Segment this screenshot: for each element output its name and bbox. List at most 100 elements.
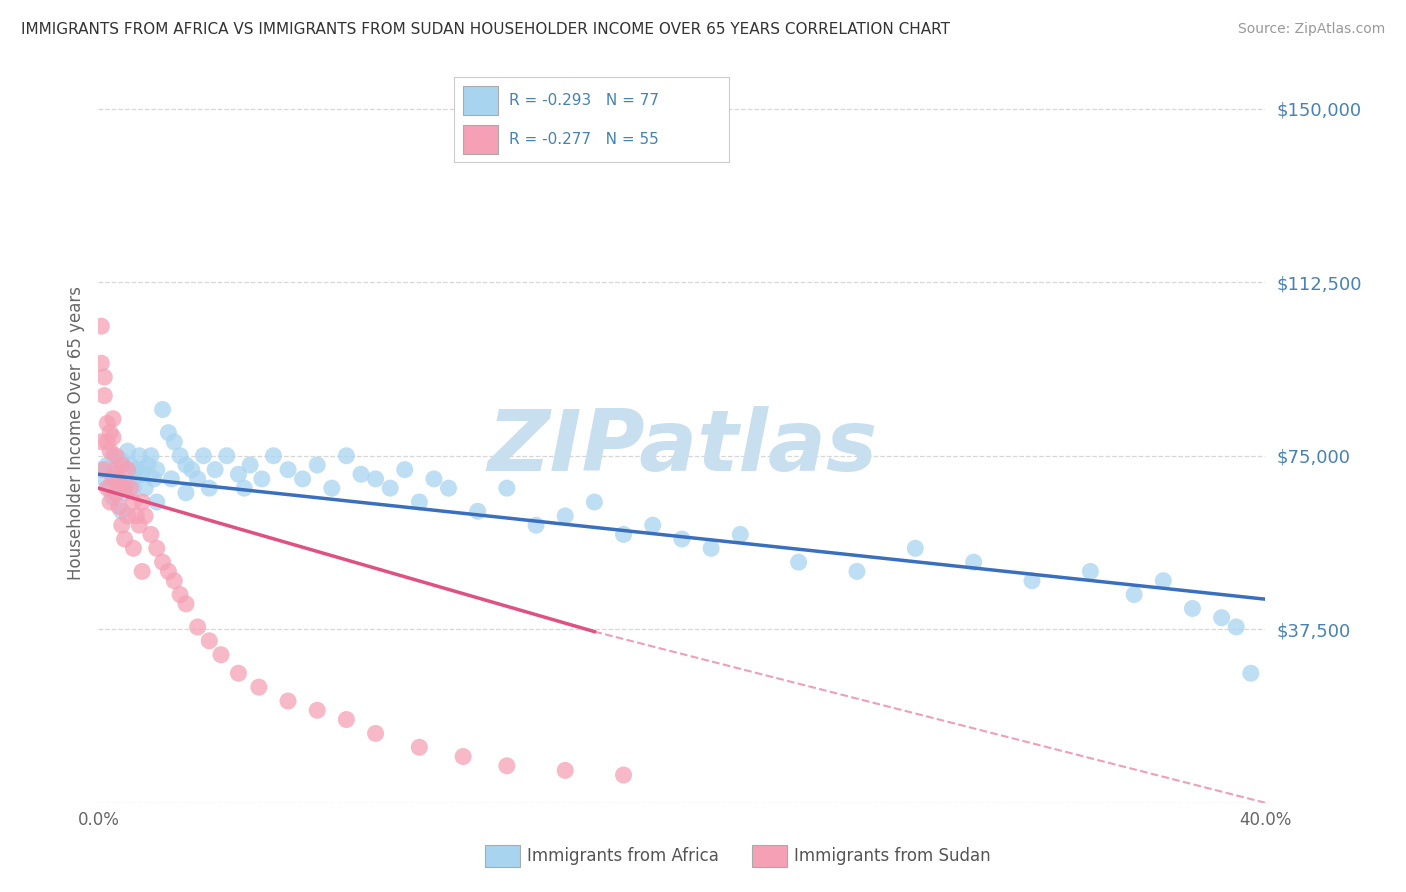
- Point: [247, 680, 270, 694]
- Point: [101, 472, 124, 486]
- Point: [451, 749, 474, 764]
- Point: [104, 462, 127, 476]
- Point: [307, 703, 329, 717]
- Point: [120, 481, 142, 495]
- Point: [90, 434, 112, 449]
- Point: [152, 402, 174, 417]
- Point: [364, 726, 387, 740]
- Point: [174, 485, 197, 500]
- Point: [846, 565, 869, 579]
- Point: [204, 462, 226, 476]
- Point: [350, 467, 373, 482]
- Point: [131, 467, 153, 482]
- Point: [131, 565, 153, 579]
- Point: [467, 504, 489, 518]
- Point: [101, 491, 124, 505]
- Point: [131, 462, 153, 476]
- Text: Immigrants from Sudan: Immigrants from Sudan: [794, 847, 991, 865]
- Point: [583, 495, 606, 509]
- Point: [125, 508, 148, 523]
- Point: [128, 449, 150, 463]
- Point: [169, 588, 191, 602]
- Point: [111, 458, 134, 472]
- Point: [90, 319, 112, 334]
- Point: [228, 666, 250, 681]
- Point: [117, 462, 139, 476]
- Point: [136, 458, 159, 472]
- Point: [193, 449, 215, 463]
- Point: [335, 449, 357, 463]
- Point: [496, 758, 519, 772]
- Point: [96, 458, 118, 472]
- Point: [152, 555, 174, 569]
- Point: [1211, 610, 1233, 624]
- Point: [146, 541, 169, 556]
- Point: [364, 472, 387, 486]
- Point: [93, 472, 115, 486]
- Point: [187, 472, 209, 486]
- Point: [160, 472, 183, 486]
- Text: Source: ZipAtlas.com: Source: ZipAtlas.com: [1237, 22, 1385, 37]
- Point: [700, 541, 723, 556]
- Point: [90, 462, 112, 476]
- Point: [146, 462, 169, 476]
- Point: [1181, 601, 1204, 615]
- Point: [291, 472, 314, 486]
- Point: [93, 462, 115, 476]
- Point: [96, 434, 118, 449]
- Point: [163, 574, 186, 588]
- Point: [111, 518, 134, 533]
- Point: [335, 713, 357, 727]
- Point: [437, 481, 460, 495]
- Point: [114, 532, 136, 546]
- Point: [215, 449, 238, 463]
- Point: [187, 620, 209, 634]
- Point: [139, 527, 162, 541]
- Point: [1123, 588, 1146, 602]
- Point: [122, 541, 145, 556]
- Point: [139, 449, 162, 463]
- Point: [125, 462, 148, 476]
- Point: [98, 481, 121, 495]
- Point: [554, 508, 576, 523]
- Point: [277, 462, 299, 476]
- Point: [111, 504, 134, 518]
- Point: [1240, 666, 1263, 681]
- Point: [157, 565, 180, 579]
- Point: [787, 555, 810, 569]
- Point: [198, 633, 221, 648]
- Point: [131, 495, 153, 509]
- Point: [134, 508, 156, 523]
- Point: [108, 472, 131, 486]
- Point: [380, 481, 402, 495]
- Point: [262, 449, 284, 463]
- Point: [111, 453, 134, 467]
- Point: [93, 370, 115, 384]
- Point: [101, 449, 124, 463]
- Point: [98, 495, 121, 509]
- Point: [104, 485, 127, 500]
- Point: [554, 764, 576, 778]
- Point: [163, 434, 186, 449]
- Point: [408, 495, 430, 509]
- Point: [904, 541, 927, 556]
- Text: Immigrants from Africa: Immigrants from Africa: [527, 847, 718, 865]
- Point: [96, 481, 118, 495]
- Point: [117, 444, 139, 458]
- Point: [98, 444, 121, 458]
- Point: [122, 481, 145, 495]
- Point: [146, 495, 169, 509]
- Text: IMMIGRANTS FROM AFRICA VS IMMIGRANTS FROM SUDAN HOUSEHOLDER INCOME OVER 65 YEARS: IMMIGRANTS FROM AFRICA VS IMMIGRANTS FRO…: [21, 22, 950, 37]
- Point: [524, 518, 547, 533]
- Text: ZIPatlas: ZIPatlas: [486, 406, 877, 489]
- Point: [250, 472, 273, 486]
- Point: [174, 458, 197, 472]
- Point: [394, 462, 416, 476]
- Point: [307, 458, 329, 472]
- Point: [101, 430, 124, 444]
- Point: [122, 495, 145, 509]
- Point: [1152, 574, 1174, 588]
- Point: [142, 472, 165, 486]
- Point: [96, 417, 118, 431]
- Point: [228, 467, 250, 482]
